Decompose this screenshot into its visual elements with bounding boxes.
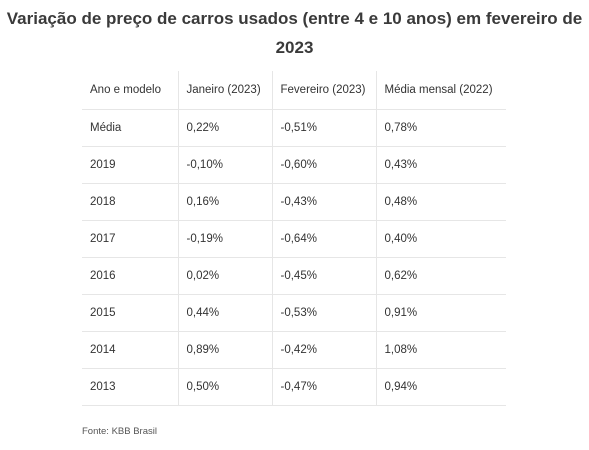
monthly-average-cell: 0,62% xyxy=(375,257,506,295)
table-row: 2018 0,16% -0,43% 0,48% xyxy=(82,183,506,221)
january-cell: 0,16% xyxy=(177,183,272,221)
february-cell: -0,64% xyxy=(271,220,376,258)
table-row: 2013 0,50% -0,47% 0,94% xyxy=(82,368,506,406)
february-cell: -0,42% xyxy=(271,331,376,369)
february-cell: -0,47% xyxy=(271,368,376,406)
year-model-cell: 2013 xyxy=(82,368,178,406)
table-body: Média 0,22% -0,51% 0,78% 2019 -0,10% -0,60% 0,4… xyxy=(82,109,506,406)
january-cell: -0,19% xyxy=(177,220,272,258)
monthly-average-cell: 0,94% xyxy=(375,368,506,406)
february-cell: -0,53% xyxy=(271,294,376,332)
year-model-cell: 2019 xyxy=(82,146,178,184)
table-row: 2015 0,44% -0,53% 0,91% xyxy=(82,294,506,332)
table-row: 2016 0,02% -0,45% 0,62% xyxy=(82,257,506,295)
january-cell: -0,10% xyxy=(177,146,272,184)
february-cell: -0,45% xyxy=(271,257,376,295)
table-row: 2019 -0,10% -0,60% 0,43% xyxy=(82,146,506,184)
column-header-january: Janeiro (2023) xyxy=(177,71,272,110)
chart-title: Variação de preço de carros usados (entr… xyxy=(6,9,583,57)
february-cell: -0,43% xyxy=(271,183,376,221)
monthly-average-cell: 0,91% xyxy=(375,294,506,332)
monthly-average-cell: 0,48% xyxy=(375,183,506,221)
year-model-cell: 2016 xyxy=(82,257,178,295)
monthly-average-cell: 0,78% xyxy=(375,109,506,147)
year-model-cell: 2015 xyxy=(82,294,178,332)
january-cell: 0,89% xyxy=(177,331,272,369)
year-model-cell: Média xyxy=(82,109,178,147)
price-variation-table: Ano e modelo Janeiro (2023) Fevereiro (2… xyxy=(82,71,506,406)
january-cell: 0,50% xyxy=(177,368,272,406)
january-cell: 0,02% xyxy=(177,257,272,295)
table-row: 2017 -0,19% -0,64% 0,40% xyxy=(82,220,506,258)
header-row: Ano e modelo Janeiro (2023) Fevereiro (2… xyxy=(82,71,506,110)
january-cell: 0,22% xyxy=(177,109,272,147)
table-header: Ano e modelo Janeiro (2023) Fevereiro (2… xyxy=(82,71,506,110)
column-header-monthly-average: Média mensal (2022) xyxy=(375,71,506,110)
january-cell: 0,44% xyxy=(177,294,272,332)
column-header-year-model: Ano e modelo xyxy=(82,71,178,110)
february-cell: -0,60% xyxy=(271,146,376,184)
monthly-average-cell: 1,08% xyxy=(375,331,506,369)
monthly-average-cell: 0,43% xyxy=(375,146,506,184)
table-row: 2014 0,89% -0,42% 1,08% xyxy=(82,331,506,369)
table-row: Média 0,22% -0,51% 0,78% xyxy=(82,109,506,147)
column-header-february: Fevereiro (2023) xyxy=(271,71,376,110)
monthly-average-cell: 0,40% xyxy=(375,220,506,258)
year-model-cell: 2018 xyxy=(82,183,178,221)
year-model-cell: 2017 xyxy=(82,220,178,258)
february-cell: -0,51% xyxy=(271,109,376,147)
year-model-cell: 2014 xyxy=(82,331,178,369)
source-note: Fonte: KBB Brasil xyxy=(82,426,157,437)
